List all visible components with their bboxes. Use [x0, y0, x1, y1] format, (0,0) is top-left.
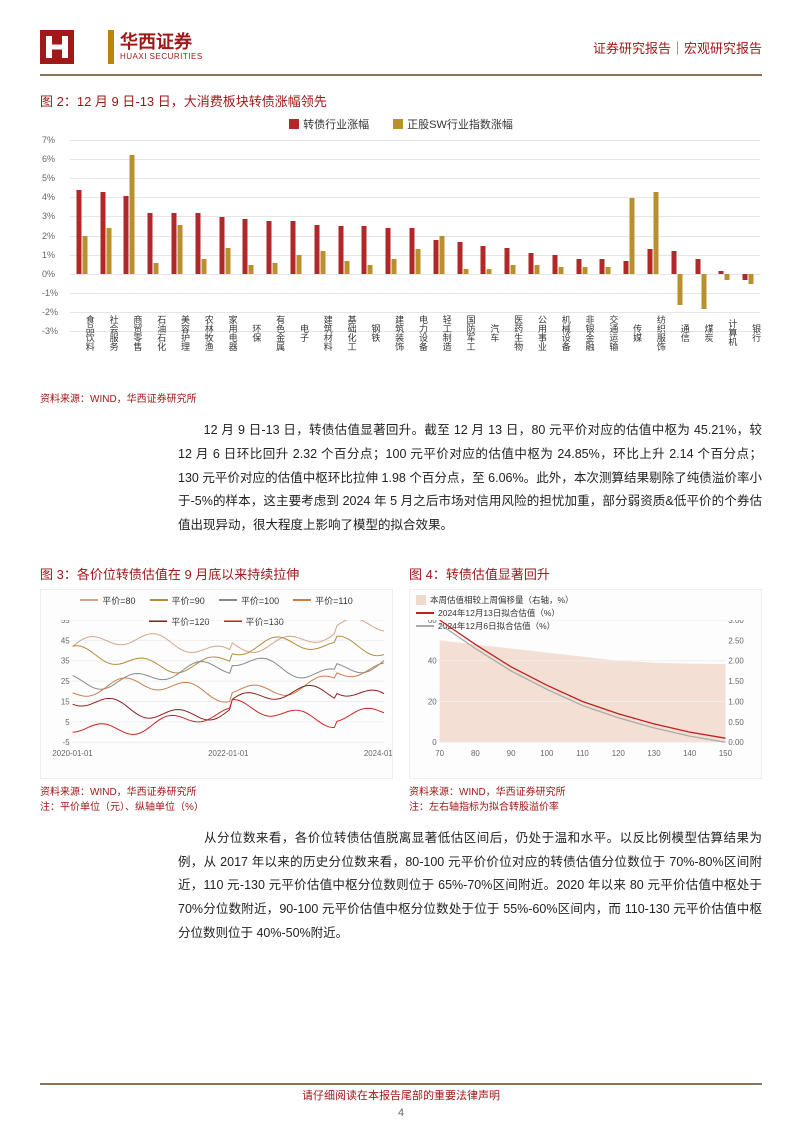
- fig2-legend: 转债行业涨幅 正股SW行业指数涨幅: [40, 116, 762, 132]
- logo-mark: [40, 30, 74, 64]
- logo-bar: [108, 30, 114, 64]
- svg-text:-5: -5: [63, 738, 71, 747]
- svg-text:70: 70: [435, 749, 444, 758]
- svg-text:2022-01-01: 2022-01-01: [208, 749, 248, 758]
- svg-text:45: 45: [61, 636, 70, 645]
- paragraph-1: 12 月 9 日-13 日，转债估值显著回升。截至 12 月 13 日，80 元…: [178, 419, 762, 538]
- fig2-legend-idx: 正股SW行业指数涨幅: [407, 116, 513, 132]
- svg-text:40: 40: [428, 656, 437, 665]
- fig3-chart: 平价=80平价=90平价=100平价=110平价=120平价=130 55453…: [40, 589, 393, 779]
- fig4-title: 图 4：转债估值显著回升: [409, 564, 762, 583]
- svg-text:140: 140: [683, 749, 697, 758]
- svg-text:0: 0: [432, 738, 437, 747]
- svg-text:90: 90: [507, 749, 516, 758]
- fig3-source: 资料来源：WIND，华西证券研究所: [40, 783, 393, 798]
- header: 华西证券 HUAXI SECURITIES 证券研究报告｜宏观研究报告: [40, 30, 762, 76]
- svg-text:1.00: 1.00: [728, 697, 744, 706]
- svg-text:1.50: 1.50: [728, 677, 744, 686]
- svg-text:120: 120: [612, 749, 626, 758]
- svg-text:0.50: 0.50: [728, 718, 744, 727]
- logo: 华西证券 HUAXI SECURITIES: [40, 30, 203, 64]
- footer-disclaimer: 请仔细阅读在本报告尾部的重要法律声明: [0, 1087, 802, 1103]
- svg-text:0.00: 0.00: [728, 738, 744, 747]
- svg-text:15: 15: [61, 697, 70, 706]
- fig4-chart: 本周估值相较上周偏移量（右轴，%）2024年12月13日拟合估值（%）2024年…: [409, 589, 762, 779]
- fig4-source: 资料来源：WIND，华西证券研究所: [409, 783, 762, 798]
- page-number: 4: [0, 1107, 802, 1119]
- company-name-cn: 华西证券: [120, 33, 203, 53]
- svg-text:2.00: 2.00: [728, 656, 744, 665]
- svg-text:55: 55: [61, 620, 70, 625]
- document-type: 证券研究报告｜宏观研究报告: [593, 38, 762, 57]
- svg-text:2.50: 2.50: [728, 636, 744, 645]
- fig2-legend-cb: 转债行业涨幅: [303, 116, 369, 132]
- svg-text:20: 20: [428, 697, 437, 706]
- footer-divider: [40, 1083, 762, 1085]
- svg-text:3.00: 3.00: [728, 620, 744, 625]
- svg-text:35: 35: [61, 656, 70, 665]
- fig4-note: 注：左右轴指标为拟合转股溢价率: [409, 798, 762, 813]
- svg-text:80: 80: [471, 749, 480, 758]
- paragraph-2: 从分位数来看，各价位转债估值脱离显著低估区间后，仍处于温和水平。以反比例模型估算…: [178, 827, 762, 946]
- svg-text:2024-01-01: 2024-01-01: [364, 749, 392, 758]
- svg-text:60: 60: [428, 620, 437, 625]
- svg-text:25: 25: [61, 677, 70, 686]
- svg-text:150: 150: [719, 749, 733, 758]
- fig3-note: 注：平价单位（元）、纵轴单位（%）: [40, 798, 393, 813]
- fig2-title: 图 2：12 月 9 日-13 日，大消费板块转债涨幅领先: [40, 91, 762, 110]
- fig3-title: 图 3：各价位转债估值在 9 月底以来持续拉伸: [40, 564, 393, 583]
- company-name-en: HUAXI SECURITIES: [120, 53, 203, 62]
- svg-text:110: 110: [576, 749, 589, 758]
- fig2-chart: 7%6%5%4%3%2%1%0%-1%-2%-3% 食品饮料社会服务商贸零售石油…: [40, 140, 760, 360]
- svg-text:100: 100: [540, 749, 554, 758]
- svg-text:2020-01-01: 2020-01-01: [52, 749, 92, 758]
- fig2-source: 资料来源：WIND，华西证券研究所: [40, 390, 762, 405]
- svg-text:5: 5: [65, 718, 70, 727]
- svg-text:130: 130: [647, 749, 661, 758]
